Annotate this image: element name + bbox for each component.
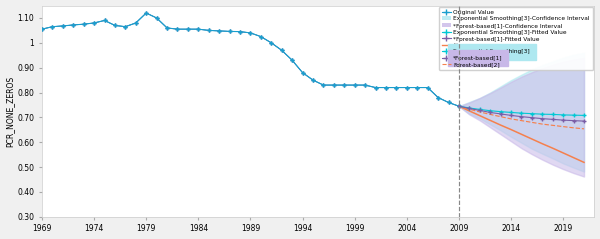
Legend: Original Value, Exponential Smoothing[3]-Confidence Interval, *Forest-based[1]-C: Original Value, Exponential Smoothing[3]… [439, 7, 593, 70]
Y-axis label: PCR_NONE_ZEROS: PCR_NONE_ZEROS [5, 76, 14, 147]
